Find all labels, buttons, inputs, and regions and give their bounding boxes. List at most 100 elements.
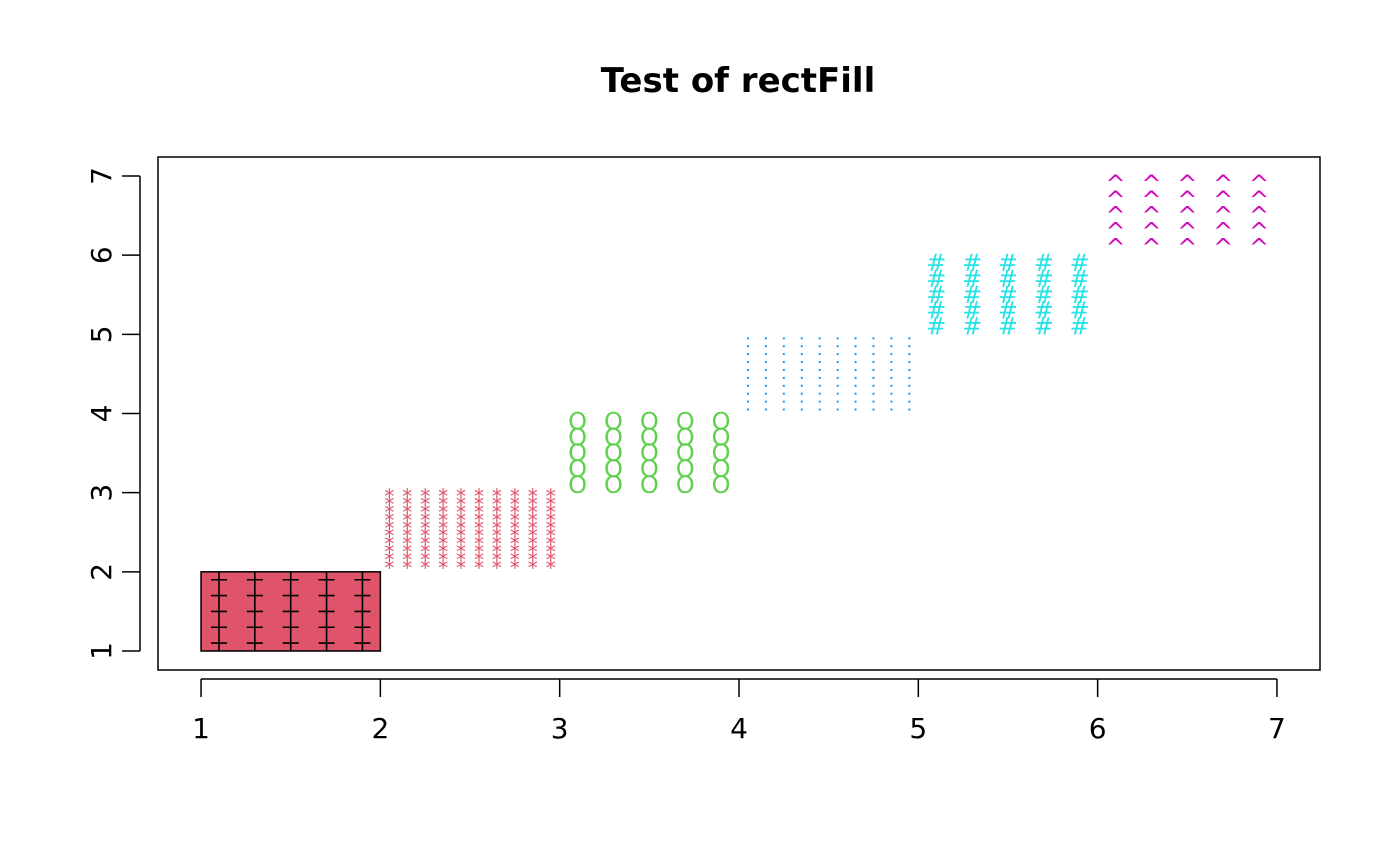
pch-mark: * <box>402 516 412 540</box>
pch-mark <box>854 408 857 411</box>
pch-mark <box>782 337 785 340</box>
pch-mark: * <box>510 493 520 517</box>
pch-mark <box>746 408 749 411</box>
pch-mark <box>818 353 821 356</box>
pch-mark <box>746 353 749 356</box>
pch-mark: * <box>492 516 502 540</box>
pch-mark <box>746 345 749 348</box>
pch-mark: O <box>568 407 587 435</box>
pch-mark <box>282 571 299 588</box>
pch-mark: * <box>492 500 502 524</box>
pch-mark: * <box>474 516 484 540</box>
pch-mark <box>818 392 821 395</box>
pch-mark <box>908 345 911 348</box>
pch-mark <box>764 400 767 403</box>
pch-mark: ^ <box>1249 170 1269 198</box>
pch-mark: * <box>546 532 556 556</box>
pch-mark <box>854 353 857 356</box>
pch-mark: * <box>420 548 430 572</box>
pch-mark <box>764 408 767 411</box>
pch-mark: * <box>546 556 556 580</box>
pch-mark <box>872 392 875 395</box>
pch-mark <box>800 408 803 411</box>
pch-mark: O <box>640 471 659 499</box>
pch-mark <box>890 337 893 340</box>
pch-mark <box>818 337 821 340</box>
x-axis: 1 2 3 4 5 6 7 <box>192 678 1286 745</box>
pch-mark: # <box>926 281 946 309</box>
pch-mark <box>282 619 299 636</box>
pch-mark: * <box>528 500 538 524</box>
pch-mark <box>818 384 821 387</box>
pch-mark: * <box>492 493 502 517</box>
pch-mark: * <box>456 500 466 524</box>
pch-mark: # <box>1070 312 1090 340</box>
pch-mark: * <box>546 493 556 517</box>
pch-mark <box>908 384 911 387</box>
pch-mark: * <box>384 548 394 572</box>
pch-mark: ^ <box>1249 217 1269 245</box>
pch-mark: ^ <box>1177 202 1197 230</box>
rect-fill-group: ######################### <box>926 249 1090 340</box>
x-tick-label: 2 <box>371 712 389 745</box>
pch-mark <box>872 384 875 387</box>
pch-mark <box>854 361 857 364</box>
rects-layer: ****************************************… <box>200 170 1269 652</box>
pch-mark <box>908 408 911 411</box>
pch-mark <box>818 400 821 403</box>
pch-mark <box>318 571 335 588</box>
pch-mark <box>246 635 263 651</box>
pch-mark: * <box>510 532 520 556</box>
pch-mark: ^ <box>1106 186 1126 214</box>
pch-mark <box>890 345 893 348</box>
pch-mark: ^ <box>1249 233 1269 261</box>
pch-mark: * <box>474 556 484 580</box>
y-tick-label: 4 <box>85 405 118 423</box>
pch-mark: * <box>510 524 520 548</box>
pch-mark: * <box>402 508 412 532</box>
pch-mark: * <box>474 508 484 532</box>
pch-mark: * <box>528 485 538 509</box>
pch-mark <box>800 368 803 371</box>
pch-mark <box>318 587 335 604</box>
pch-mark <box>764 337 767 340</box>
pch-mark: * <box>510 556 520 580</box>
pch-mark <box>818 376 821 379</box>
pch-mark <box>782 345 785 348</box>
pch-mark <box>908 392 911 395</box>
pch-mark: * <box>402 556 412 580</box>
pch-mark: * <box>492 485 502 509</box>
pch-mark <box>890 376 893 379</box>
pch-mark: ^ <box>1141 170 1161 198</box>
pch-mark <box>782 361 785 364</box>
pch-mark: O <box>676 423 695 451</box>
pch-mark: O <box>640 407 659 435</box>
pch-mark <box>318 619 335 636</box>
pch-mark: # <box>1070 249 1090 277</box>
pch-mark: O <box>712 407 731 435</box>
pch-mark: ^ <box>1213 202 1233 230</box>
pch-mark: * <box>402 532 412 556</box>
pch-mark: O <box>676 407 695 435</box>
pch-mark: ^ <box>1106 202 1126 230</box>
pch-mark <box>782 384 785 387</box>
pch-mark: O <box>568 471 587 499</box>
pch-mark: * <box>474 485 484 509</box>
pch-mark: * <box>528 548 538 572</box>
pch-mark <box>746 337 749 340</box>
pch-mark: O <box>604 471 623 499</box>
pch-mark: * <box>402 500 412 524</box>
pch-mark: # <box>962 265 982 293</box>
pch-mark: # <box>998 265 1018 293</box>
pch-mark: # <box>998 297 1018 325</box>
pch-mark: * <box>528 508 538 532</box>
pch-mark: O <box>568 439 587 467</box>
pch-mark: # <box>1070 281 1090 309</box>
pch-mark <box>800 392 803 395</box>
pch-mark <box>908 368 911 371</box>
pch-mark: # <box>1034 297 1054 325</box>
pch-mark <box>746 376 749 379</box>
pch-mark <box>872 337 875 340</box>
pch-mark: O <box>604 455 623 483</box>
pch-mark: * <box>402 548 412 572</box>
